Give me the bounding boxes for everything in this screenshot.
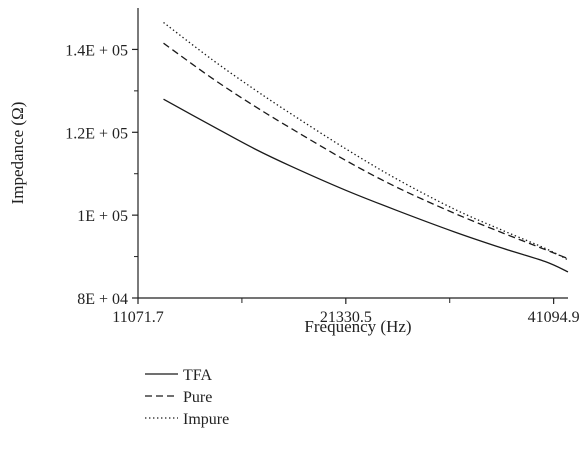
series-line-pure: [163, 42, 569, 260]
y-tick-label: 8E + 04: [77, 291, 128, 308]
x-axis-title: Frequency (Hz): [304, 317, 411, 336]
legend-label-pure: Pure: [183, 389, 212, 406]
legend-label-tfa: TFA: [183, 367, 212, 384]
y-axis-title: Impedance (Ω): [8, 102, 27, 205]
y-tick-label: 1E + 05: [77, 208, 128, 225]
axes: [132, 8, 568, 304]
y-tick-label: 1.4E + 05: [65, 42, 128, 59]
x-tick-label: 41094.9: [528, 309, 580, 326]
x-tick-label: 11071.7: [112, 309, 163, 326]
legend: TFA Pure Impure: [145, 367, 229, 428]
x-tick-label: 21330.5: [320, 309, 372, 326]
series-line-tfa: [163, 98, 569, 273]
tick-labels: 8E + 04 1E + 05 1.2E + 05 1.4E + 05 11071.7 2…: [65, 42, 579, 326]
legend-label-impure: Impure: [183, 411, 229, 428]
series-layer: [163, 21, 569, 273]
series-line-impure: [163, 21, 569, 261]
y-tick-label: 1.2E + 05: [65, 125, 128, 142]
